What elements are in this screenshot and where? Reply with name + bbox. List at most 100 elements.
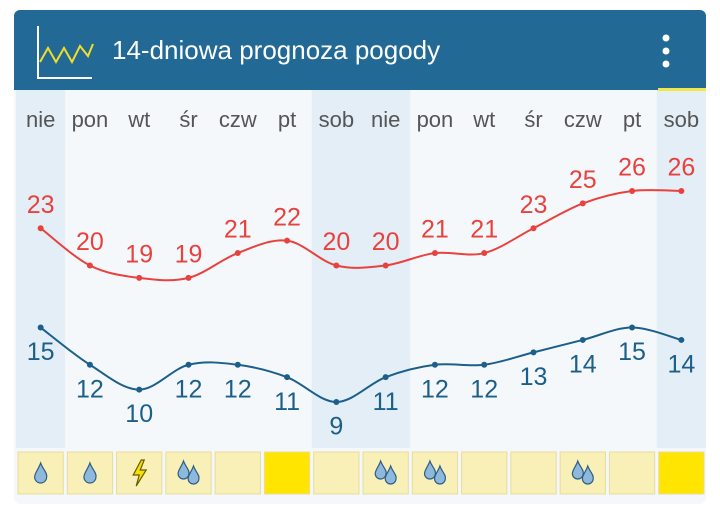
temperature-label: 12 [175,375,203,403]
weather-icon [83,461,97,484]
temperature-point [530,225,537,232]
temperature-point [579,200,586,207]
rain-drop [177,459,190,480]
rain-drop [581,464,594,485]
weather-cell [461,451,508,495]
temperature-point [678,188,685,194]
weather-icon [571,459,594,485]
day-label: czw [564,107,602,132]
temperature-label: 21 [470,216,498,244]
day-label: nie [371,107,400,132]
weather-icon [132,459,148,487]
weather-cell [510,451,557,495]
weather-cell [658,451,705,495]
temperature-point [234,361,241,368]
day-label: śr [524,107,542,132]
temperature-label: 14 [667,351,695,379]
app-icon [37,26,94,79]
day-column [262,90,312,448]
temperature-line [40,326,682,404]
rain-drop [187,464,200,485]
day-label: wt [472,107,495,132]
temperature-label: 15 [27,338,55,366]
temperature-label: 20 [372,228,400,256]
temperature-point [185,361,192,368]
day-label: śr [179,107,197,132]
temperature-point [37,225,44,232]
temperature-label: 12 [76,375,104,403]
weather-icon [34,461,48,484]
menu-button[interactable] [662,34,670,68]
temperature-label: 21 [421,216,449,244]
temperature-label: 11 [373,388,399,416]
day-column [508,90,559,448]
temperature-point [86,361,93,368]
temperature-point [530,349,537,356]
temperature-point [431,361,438,368]
weather-icon [374,459,397,485]
temperature-label: 12 [421,375,449,403]
rain-drop [384,464,397,485]
temperature-point [629,188,636,194]
rain-drop [423,459,437,480]
temperature-line [40,189,682,282]
day-column [65,90,115,448]
temperature-point [284,374,291,381]
weather-cell [66,451,114,495]
temperature-label: 25 [569,166,597,194]
temperature-label: 23 [27,191,55,219]
day-column [410,90,460,448]
rain-drop [34,461,48,484]
temperature-label: 14 [569,351,597,379]
day-label: sob [664,107,699,132]
temperature-point [37,324,44,331]
temperature-point [579,336,586,343]
chart-title: 14-dniowa prognoza pogody [112,35,440,65]
temperature-point [333,399,340,405]
temperature-point [86,262,93,269]
temperature-point [136,274,143,281]
day-column [114,90,164,448]
day-label: nie [26,107,55,132]
temperature-point [234,250,241,257]
temperature-label: 19 [125,240,153,268]
temperature-point [185,274,192,281]
day-column [459,90,509,448]
temperature-label: 21 [224,216,252,244]
header [14,10,706,90]
temperature-label: 20 [76,228,104,256]
day-label: sob [319,107,354,132]
temperature-label: 12 [224,375,252,403]
temperature-point [481,361,488,368]
day-column [163,90,214,448]
day-column [361,90,411,448]
day-label: pt [623,107,641,132]
rain-drop [571,459,584,480]
temperature-point [333,262,340,269]
temperature-label: 15 [618,338,646,366]
day-column [558,90,608,448]
temperature-point [136,386,143,393]
day-column [311,90,361,448]
temperature-label: 9 [329,413,343,441]
rain-drop [83,461,97,484]
day-label: czw [219,107,257,132]
day-label: pon [72,107,109,132]
temperature-label: 12 [470,375,498,403]
temperature-label: 22 [273,203,301,231]
weather-cell [608,451,656,495]
weather-cell [17,451,64,495]
rain-drop [433,464,447,485]
weather-icon [423,459,447,485]
weather-cell [313,451,360,495]
lightning [132,459,148,487]
temperature-label: 13 [520,363,548,391]
header-accent [658,88,706,91]
day-column [656,90,706,448]
day-column [607,90,657,448]
temperature-point [284,237,291,244]
weather-cell [214,451,261,495]
day-column [16,90,66,448]
